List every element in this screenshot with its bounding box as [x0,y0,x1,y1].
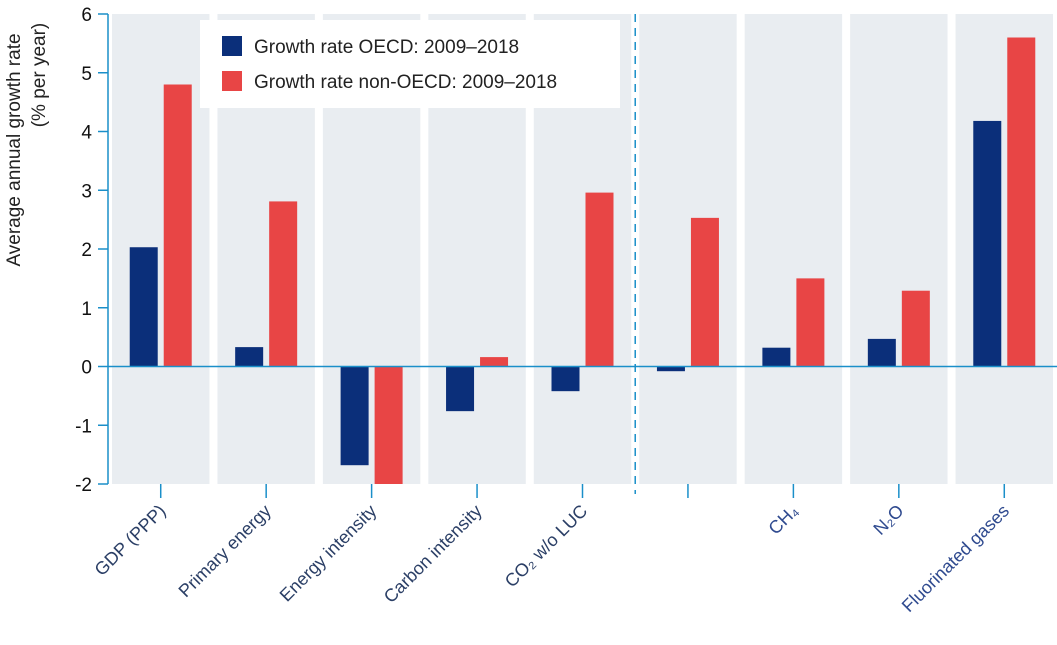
legend-label-non-oecd: Growth rate non-OECD: 2009–2018 [254,72,557,93]
y-tick-labels: -2 -1 0 1 2 3 4 5 6 [75,5,92,496]
bar-oecd [235,347,264,367]
bar-non-oecd [163,84,192,367]
bar-non-oecd [1007,37,1036,367]
bar-oecd [656,366,685,372]
x-tick-label: GDP (PPP) [91,501,170,580]
y-tick-label: 6 [81,5,92,26]
bar-non-oecd [374,366,403,484]
bar-oecd [762,347,791,367]
bar-oecd [551,366,580,392]
x-tick-label: N₂O [869,501,907,539]
bar-oecd [867,338,896,367]
y-tick-label: -1 [75,416,92,437]
bars [129,37,1036,484]
category-panel [639,14,737,484]
category-panel [850,14,948,484]
x-tick-label: Fluorinated gases [898,501,1013,616]
y-axis-label-line-2: (% per year) [29,23,50,128]
x-tick-label: CO₂ w/o LUC [501,501,592,592]
bar-oecd [340,366,369,466]
bar-non-oecd [796,278,825,367]
bar-non-oecd [269,201,298,367]
y-tick-label: 5 [81,64,92,85]
legend-label-oecd: Growth rate OECD: 2009–2018 [254,37,519,58]
category-panel [112,14,210,484]
bar-oecd [973,120,1002,367]
category-panel [955,14,1053,484]
y-tick-label: -2 [75,475,92,496]
legend-swatch-non-oecd [222,71,242,91]
x-tick-labels: GDP (PPP) Primary energy Energy intensity C… [91,501,1014,616]
axes [98,13,1057,498]
x-tick-label: Carbon intensity [380,501,486,607]
bar-non-oecd [480,357,509,367]
legend-swatch-oecd [222,36,242,56]
legend-background [200,20,620,108]
y-axis-label-line-1: Average annual growth rate [4,33,25,266]
x-tick-label: CH₄ [764,501,802,539]
y-tick-label: 0 [81,358,92,379]
bar-non-oecd [690,217,719,367]
y-tick-label: 4 [81,123,92,144]
category-panel [744,14,843,484]
bar-non-oecd [585,192,614,367]
y-tick-label: 2 [81,240,92,261]
y-tick-label: 1 [81,299,92,320]
bar-oecd [129,247,158,367]
x-tick-label: Energy intensity [276,501,381,606]
y-tick-label: 3 [81,181,92,202]
bar-oecd [446,366,475,412]
legend: Growth rate OECD: 2009–2018 Growth rate … [200,20,620,108]
bar-non-oecd [901,290,930,367]
x-tick-label: Primary energy [175,501,275,601]
